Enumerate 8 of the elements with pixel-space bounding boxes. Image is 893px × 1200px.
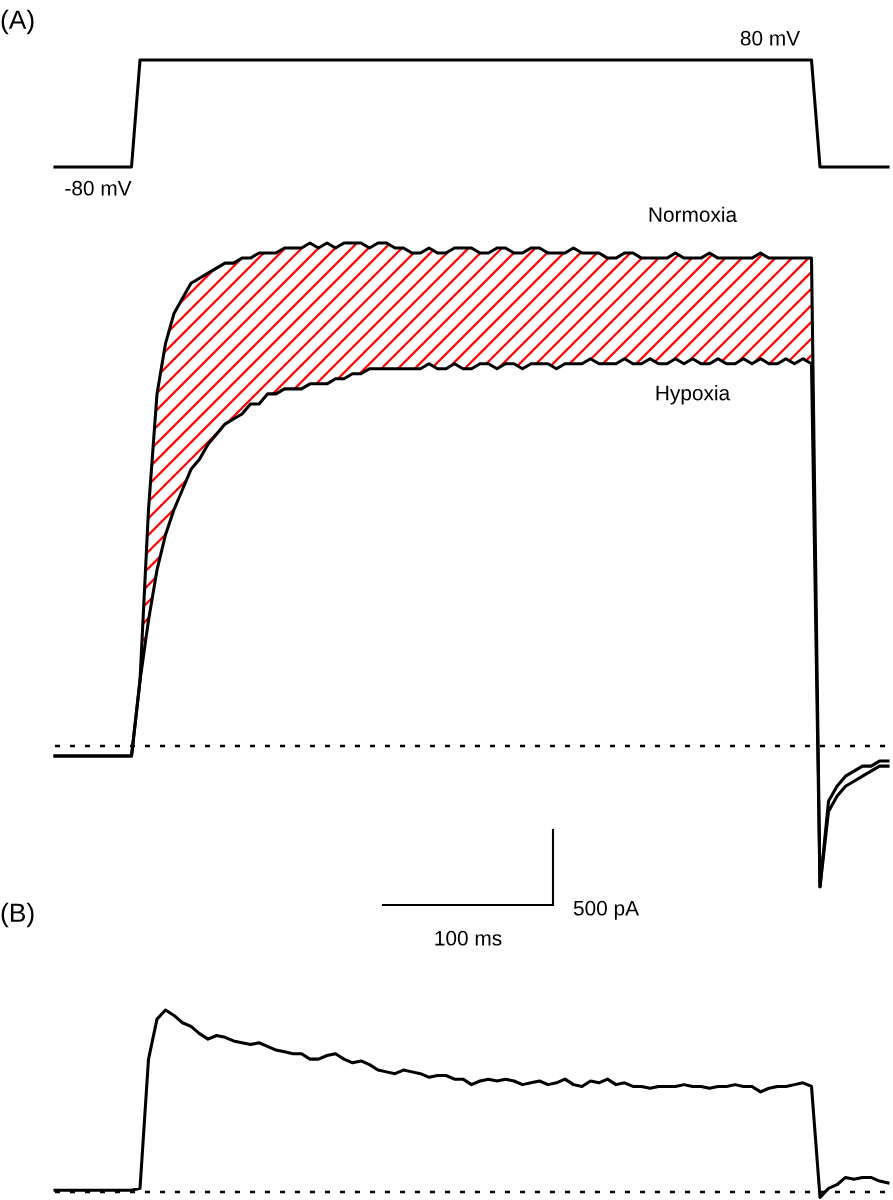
text: 500 pA bbox=[573, 900, 639, 920]
series-label: Normoxia bbox=[649, 206, 738, 223]
series-label: Hypoxia bbox=[656, 385, 731, 405]
chart-title: (A) bbox=[1, 9, 34, 35]
chart-title: (B) bbox=[1, 902, 34, 928]
text: -80 mV bbox=[65, 180, 132, 196]
text: 80 mV bbox=[740, 30, 801, 46]
text: 100 ms bbox=[435, 930, 502, 946]
